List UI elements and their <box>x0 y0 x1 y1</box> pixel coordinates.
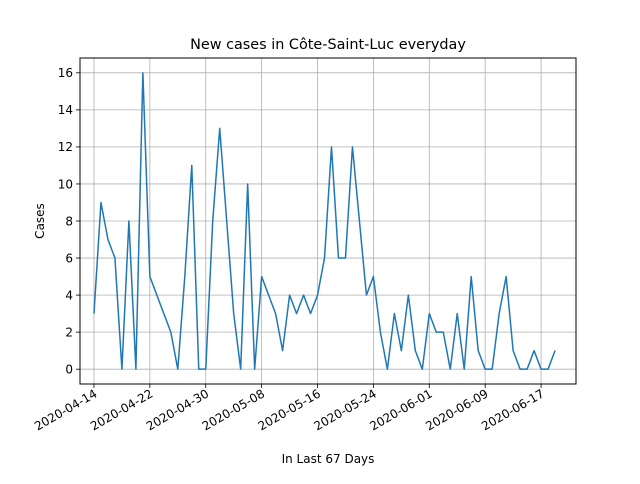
y-tick-label: 6 <box>65 251 73 265</box>
x-axis-label: In Last 67 Days <box>282 452 375 466</box>
y-tick-label: 0 <box>65 362 73 376</box>
y-tick-label: 4 <box>65 288 73 302</box>
series-line <box>93 72 556 370</box>
chart-title: New cases in Côte-Saint-Luc everyday <box>190 37 466 53</box>
x-tick-label: 2020-06-17 <box>479 386 546 433</box>
y-tick-label: 2 <box>65 325 73 339</box>
x-tick-label: 2020-05-16 <box>256 386 323 433</box>
x-tick-label: 2020-04-14 <box>32 386 99 433</box>
x-tick-label: 2020-04-22 <box>88 386 155 433</box>
y-tick-label: 14 <box>58 103 73 117</box>
axis-ticks: 2020-04-142020-04-222020-04-302020-05-08… <box>32 66 547 433</box>
x-tick-label: 2020-06-09 <box>423 386 490 433</box>
series-layer <box>93 72 556 370</box>
y-tick-label: 10 <box>58 177 73 191</box>
y-tick-label: 8 <box>65 214 73 228</box>
x-tick-label: 2020-05-08 <box>200 386 267 433</box>
y-tick-label: 12 <box>58 140 73 154</box>
y-axis-label: Cases <box>33 203 47 239</box>
x-tick-label: 2020-04-30 <box>144 386 211 433</box>
grid <box>80 58 576 384</box>
y-tick-label: 16 <box>58 66 73 80</box>
x-tick-label: 2020-05-24 <box>312 386 379 433</box>
x-tick-label: 2020-06-01 <box>367 386 434 433</box>
